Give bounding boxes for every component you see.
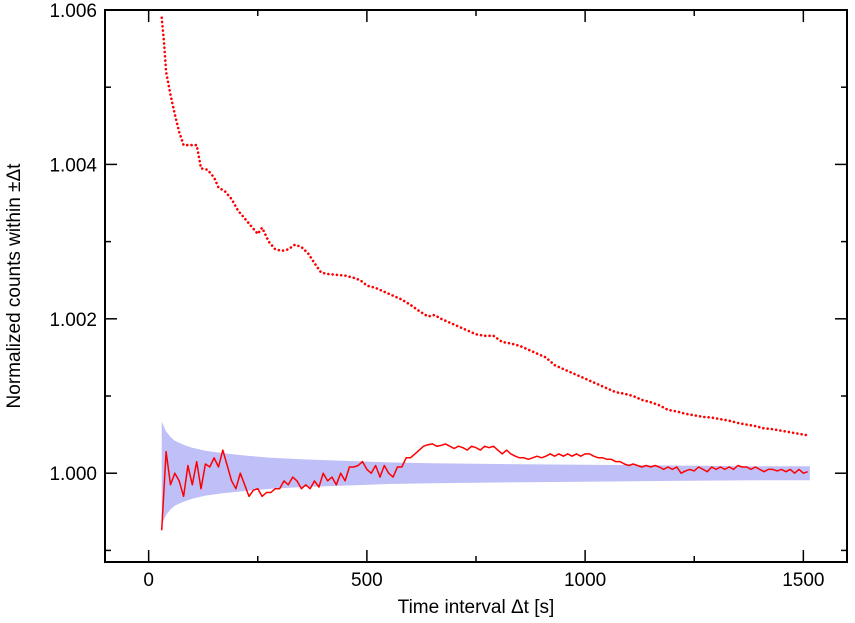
uncertainty-band-layer <box>161 421 810 525</box>
x-tick-label: 1500 <box>782 570 824 591</box>
y-tick-label: 1.006 <box>49 1 97 22</box>
series-layer <box>160 16 810 531</box>
y-tick-label: 1.000 <box>49 464 97 485</box>
solid-series-line <box>160 443 808 531</box>
x-axis-label: Time interval Δt [s] <box>398 597 555 618</box>
y-axis-label: Normalized counts within ±Δt <box>4 163 25 409</box>
uncertainty-band <box>161 421 810 525</box>
dotted-series-line <box>160 16 810 437</box>
ticks-layer: 0 500 1000 1500 1.000 1.002 1.004 1.006 <box>49 1 847 591</box>
y-tick-label: 1.004 <box>49 155 97 176</box>
x-tick-label: 0 <box>143 570 154 591</box>
x-tick-label: 1000 <box>564 570 606 591</box>
y-tick-label: 1.002 <box>49 310 97 331</box>
x-tick-label: 500 <box>351 570 383 591</box>
